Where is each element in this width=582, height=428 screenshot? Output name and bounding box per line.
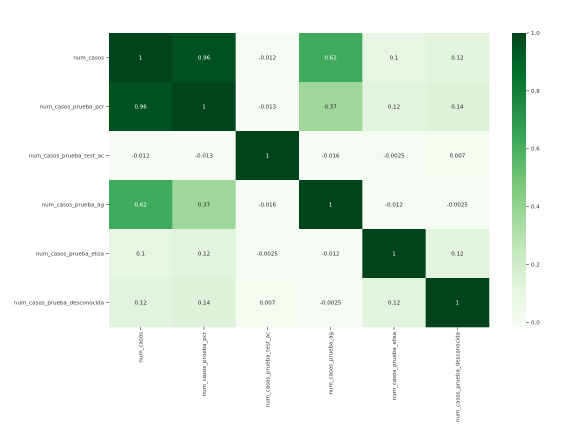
cell-annotation: 0.1 — [136, 252, 145, 258]
colorbar-tick-label: 0.8 — [531, 89, 540, 95]
heatmap-cell — [425, 180, 490, 230]
heatmap-cell — [172, 131, 236, 181]
cell-annotation: -0.012 — [322, 252, 340, 258]
column-tick-label: num_casos_prueba_pcr — [202, 331, 208, 396]
heatmap-cell — [109, 229, 173, 279]
cell-annotation: -0.012 — [132, 154, 150, 160]
cell-annotation: 0.12 — [451, 252, 463, 258]
cell-annotation: 0.37 — [198, 203, 211, 209]
column-tick-label: num_casos — [139, 332, 145, 363]
heatmap-cell — [172, 33, 236, 83]
heatmap-cell — [235, 131, 300, 181]
heatmap-cell — [362, 82, 426, 132]
heatmap-cell — [172, 82, 236, 132]
cell-annotation: 0.007 — [449, 154, 465, 160]
heatmap-cell — [235, 278, 300, 328]
heatmap-cell — [299, 229, 363, 279]
heatmap-cell — [172, 229, 236, 279]
heatmap-cell — [235, 180, 300, 230]
column-tick-label: num_casos_prueba_ag — [329, 332, 335, 394]
heatmap-cell — [299, 180, 363, 230]
row-tick-label: num_casos — [73, 56, 104, 62]
cell-annotation: -0.0025 — [320, 301, 342, 307]
cell-annotation: -0.012 — [258, 56, 276, 62]
cell-annotation: -0.013 — [258, 105, 276, 111]
heatmap-cell — [362, 278, 426, 328]
cell-annotation: 1 — [202, 105, 206, 111]
cell-annotation: 1 — [456, 301, 460, 307]
cell-annotation: -0.012 — [385, 203, 403, 209]
column-tick-label: num_casos_prueba_desconocida — [455, 332, 461, 422]
colorbar: 0.0 0.2 0.4 0.6 0.8 1.0 — [512, 31, 540, 327]
cell-annotation: 0.007 — [259, 301, 275, 307]
row-tick-label: num_casos_prueba_elisa — [36, 252, 104, 258]
heatmap-cell — [235, 33, 300, 83]
heatmap-cell — [362, 229, 426, 279]
colorbar-tick-label: 0.0 — [531, 320, 540, 326]
heatmap-cell — [425, 131, 490, 181]
heatmap-cell — [362, 131, 426, 181]
heatmap-cell — [172, 180, 236, 230]
cell-annotation: -0.0025 — [447, 203, 469, 209]
cell-annotation: 0.12 — [451, 56, 463, 62]
cell-annotation: 0.14 — [451, 105, 464, 111]
cell-annotation: -0.016 — [258, 203, 276, 209]
colorbar-tick-label: 1.0 — [531, 31, 540, 37]
heatmap-cell — [425, 278, 490, 328]
row-tick-label: num_casos_prueba_desconocida — [14, 301, 104, 307]
cell-annotation: 1 — [329, 203, 333, 209]
heatmap-cells — [109, 33, 490, 328]
colorbar-tick-label: 0.2 — [531, 262, 540, 268]
row-tick-labels: num_casos num_casos_prueba_pcr num_casos_p… — [14, 56, 109, 307]
row-tick-label: num_casos_prueba_ag — [42, 203, 104, 209]
heatmap-cell — [235, 82, 300, 132]
column-tick-label: num_casos_prueba_elisa — [392, 332, 398, 400]
heatmap-cell — [109, 82, 173, 132]
heatmap-cell — [425, 82, 490, 132]
heatmap-cell — [299, 33, 363, 83]
heatmap-cell — [425, 229, 490, 279]
heatmap-cell — [362, 33, 426, 83]
colorbar-tick-label: 0.6 — [531, 147, 540, 153]
heatmap-cell — [109, 33, 173, 83]
row-tick-label: num_casos_prueba_pcr — [40, 105, 105, 111]
heatmap-cell — [235, 229, 300, 279]
column-tick-labels: num_casos num_casos_prueba_pcr num_casos_p… — [139, 327, 461, 422]
cell-annotation: 0.12 — [135, 301, 147, 307]
cell-annotation: 0.37 — [325, 105, 338, 111]
row-tick-label: num_casos_prueba_test_ac — [29, 154, 104, 160]
heatmap-cell — [299, 131, 363, 181]
cell-annotation: 0.12 — [388, 105, 400, 111]
cell-annotation: 1 — [392, 252, 396, 258]
cell-annotation: 0.96 — [135, 105, 148, 111]
heatmap-cell — [362, 180, 426, 230]
cell-annotations: 1 0.96 -0.012 0.62 0.1 0.12 0.96 1 -0.013 0.37 0.1… — [132, 56, 469, 307]
cell-annotation: 0.12 — [388, 301, 400, 307]
heatmap-cell — [172, 278, 236, 328]
cell-annotation: -0.013 — [195, 154, 213, 160]
cell-annotation: 0.96 — [198, 56, 211, 62]
cell-annotation: -0.016 — [322, 154, 340, 160]
heatmap-cell — [109, 278, 173, 328]
colorbar-gradient — [512, 33, 526, 327]
cell-annotation: 0.62 — [325, 56, 337, 62]
cell-annotation: 1 — [139, 56, 143, 62]
heatmap-cell — [109, 131, 173, 181]
colorbar-tick-label: 0.4 — [531, 205, 540, 211]
heatmap-cell — [425, 33, 490, 83]
cell-annotation: 0.14 — [198, 301, 211, 307]
heatmap-cell — [109, 180, 173, 230]
cell-annotation: 0.1 — [390, 56, 399, 62]
cell-annotation: -0.0025 — [383, 154, 405, 160]
heatmap-cell — [299, 82, 363, 132]
cell-annotation: 0.62 — [135, 203, 147, 209]
cell-annotation: 1 — [266, 154, 270, 160]
heatmap-cell — [299, 278, 363, 328]
column-tick-label: num_casos_prueba_test_ac — [265, 332, 271, 407]
cell-annotation: 0.12 — [198, 252, 210, 258]
cell-annotation: -0.0025 — [257, 252, 279, 258]
